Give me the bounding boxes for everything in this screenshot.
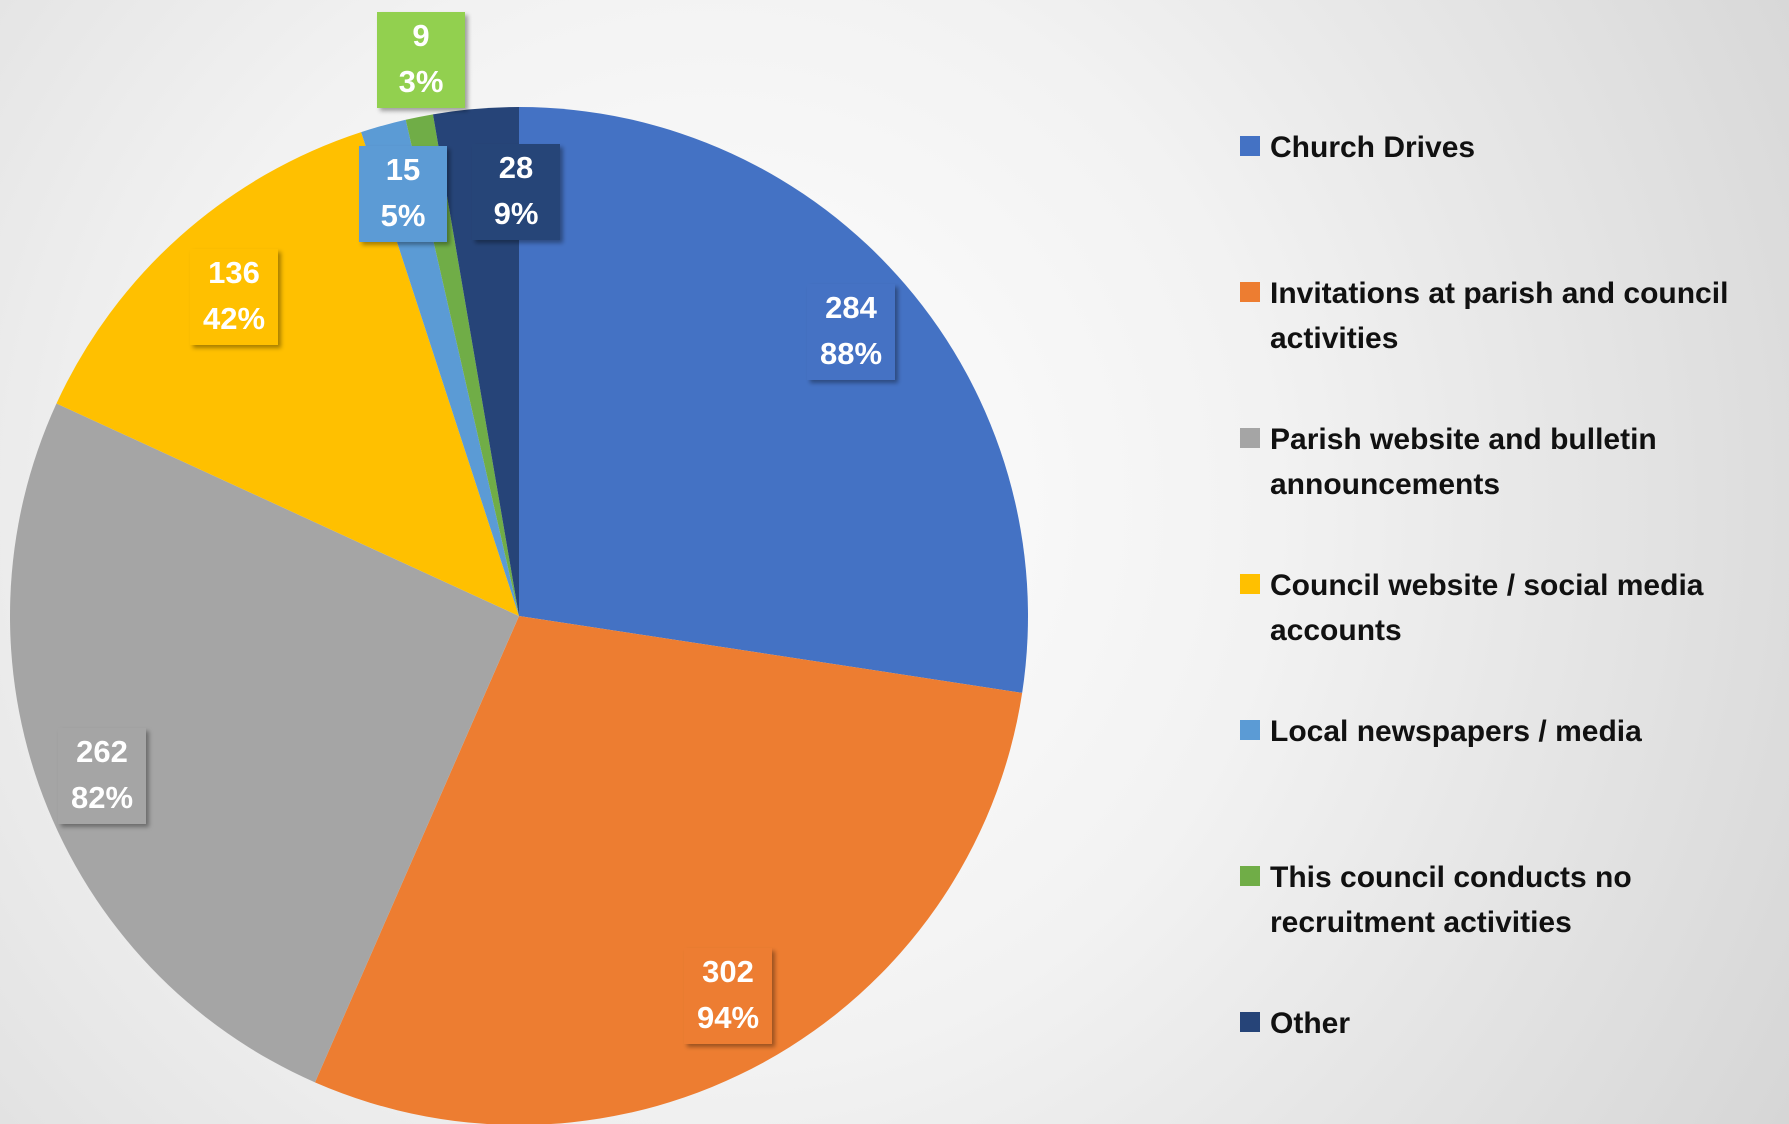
- slice: [56, 132, 520, 616]
- legend-label: This council conducts no recruitment act…: [1270, 861, 1632, 939]
- legend-label: Local newspapers / media: [1270, 715, 1642, 748]
- label-box: [807, 284, 895, 380]
- legend-swatch: [1240, 866, 1260, 886]
- label-percent: 5%: [381, 198, 426, 233]
- data-label: 93%: [377, 12, 465, 108]
- legend-item: Local newspapers / media: [1240, 709, 1780, 754]
- legend-swatch: [1240, 1012, 1260, 1032]
- pie: [9, 107, 1028, 1124]
- label-box: [472, 144, 560, 240]
- legend-label: Other: [1270, 1007, 1351, 1040]
- data-label: 289%: [472, 144, 560, 240]
- legend-label: Invitations at parish and council activi…: [1270, 277, 1729, 355]
- slice: [519, 107, 1028, 693]
- legend-swatch: [1240, 136, 1260, 156]
- legend-swatch: [1240, 574, 1260, 594]
- label-value: 15: [386, 152, 420, 187]
- legend-label: Parish website and bulletin announcement…: [1270, 423, 1657, 501]
- legend-swatch: [1240, 720, 1260, 740]
- label-percent: 9%: [494, 196, 539, 231]
- label-percent: 82%: [71, 780, 133, 815]
- slice: [361, 119, 519, 617]
- label-percent: 88%: [820, 336, 882, 371]
- data-label: 155%: [359, 146, 447, 242]
- label-box: [359, 146, 447, 242]
- label-percent: 42%: [203, 301, 265, 336]
- label-percent: 3%: [399, 64, 444, 99]
- legend-label: Council website / social media accounts: [1270, 569, 1704, 647]
- legend-item: Parish website and bulletin announcement…: [1240, 417, 1780, 507]
- label-value: 262: [76, 734, 128, 769]
- label-value: 302: [702, 954, 754, 989]
- label-box: [190, 249, 278, 345]
- label-value: 284: [825, 290, 877, 325]
- legend-item: Other: [1240, 1001, 1780, 1046]
- legend-item: This council conducts no recruitment act…: [1240, 855, 1780, 945]
- slice: [9, 403, 519, 1083]
- legend-item: Invitations at parish and council activi…: [1240, 271, 1780, 361]
- label-box: [684, 948, 772, 1044]
- label-percent: 94%: [697, 1000, 759, 1035]
- label-box: [58, 728, 146, 824]
- legend-swatch: [1240, 282, 1260, 302]
- legend-swatch: [1240, 428, 1260, 448]
- label-value: 28: [499, 150, 533, 185]
- label-value: 136: [208, 255, 260, 290]
- legend-item: Council website / social media accounts: [1240, 563, 1780, 653]
- slice: [314, 616, 1023, 1124]
- legend-item: Church Drives: [1240, 125, 1780, 170]
- legend-label: Church Drives: [1270, 131, 1476, 164]
- label-value: 9: [412, 18, 429, 53]
- label-box: [377, 12, 465, 108]
